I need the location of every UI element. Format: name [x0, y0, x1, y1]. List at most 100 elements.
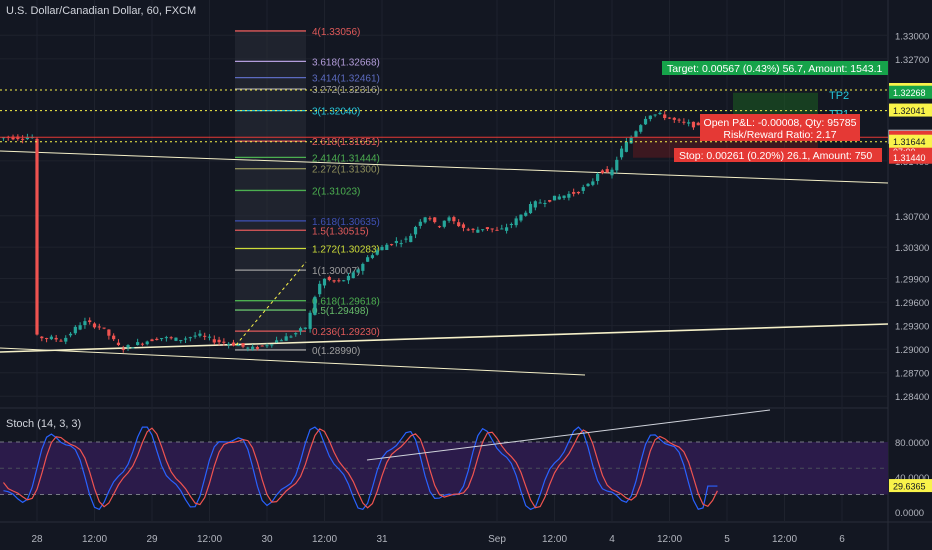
candle-body	[457, 222, 461, 227]
stochastic-label[interactable]: Stoch (14, 3, 3)	[6, 418, 82, 430]
candle-body	[193, 335, 197, 337]
fib-level-label: 1.272(1.30283)	[312, 244, 380, 255]
candle-body	[404, 238, 408, 240]
candle-body	[251, 346, 255, 350]
price-tick-label: 1.28400	[895, 392, 929, 403]
candle-body	[150, 339, 154, 342]
candle-body	[294, 333, 298, 335]
candle-body	[356, 269, 360, 273]
trend-lines[interactable]	[0, 150, 889, 376]
candle-body	[524, 212, 528, 216]
fib-level-label: 1.5(1.30515)	[312, 226, 369, 237]
candle-body	[533, 201, 537, 208]
candle-body	[366, 257, 370, 262]
time-tick-label: 29	[146, 534, 158, 545]
time-tick-label: 6	[839, 534, 845, 545]
candle-body	[687, 122, 691, 124]
candle-body	[64, 337, 68, 342]
long-position-tool[interactable]: TP2TP1Target: 0.00567 (0.43%) 56.7, Amou…	[0, 61, 888, 162]
candle-body	[246, 347, 250, 349]
fib-level-label: 2(1.31023)	[312, 186, 360, 197]
time-tick-label: 28	[31, 534, 43, 545]
price-tick-label: 1.28700	[895, 369, 929, 380]
candle-body	[131, 347, 135, 349]
price-tag	[889, 85, 932, 99]
candle-body	[313, 296, 317, 315]
candle-body	[643, 118, 648, 125]
candle-body	[112, 335, 116, 340]
candle-body	[389, 244, 394, 246]
candle-body	[21, 138, 25, 140]
candle-body	[97, 326, 101, 328]
rr-label: Risk/Reward Ratio: 2.17	[723, 129, 836, 141]
candlestick-series	[1, 110, 715, 353]
candle-body	[78, 325, 82, 330]
time-tick-label: 12:00	[657, 534, 682, 545]
price-tick-label: 1.30300	[895, 243, 929, 254]
candle-body	[442, 220, 446, 227]
candle-body	[102, 327, 106, 329]
candle-body	[572, 192, 576, 194]
candle-body	[265, 345, 269, 347]
time-tick-label: Sep	[488, 534, 506, 545]
candle-body	[509, 224, 513, 226]
symbol-title[interactable]: U.S. Dollar/Canadian Dollar, 60, FXCM	[6, 5, 197, 17]
candle-body	[471, 228, 475, 230]
candle-body	[207, 336, 212, 338]
candle-body	[567, 193, 571, 198]
trendline-support	[0, 323, 889, 353]
fib-level-label: 0.236(1.29230)	[312, 327, 380, 338]
candle-body	[203, 335, 207, 337]
candle-body	[236, 345, 240, 347]
candle-body	[528, 204, 533, 214]
candle-body	[260, 345, 264, 347]
fib-level-label: 1.618(1.30635)	[312, 217, 380, 228]
candle-body	[1, 137, 6, 139]
stop-label: Stop: 0.00261 (0.20%) 26.1, Amount: 750	[679, 150, 872, 162]
candle-body	[92, 323, 97, 328]
candle-body	[318, 283, 322, 295]
candle-body	[179, 340, 183, 342]
price-axis[interactable]: 1.330001.327001.314001.307001.303001.299…	[888, 31, 932, 519]
fibonacci-extension-tool[interactable]: 4(1.33056)3.618(1.32668)3.414(1.32461)3.…	[235, 27, 380, 357]
price-tag-label: 1.31440	[893, 153, 926, 163]
candle-body	[433, 217, 437, 223]
candle-body	[231, 342, 236, 346]
trendline-lower	[0, 347, 586, 376]
candle-body	[552, 195, 557, 201]
price-tick-label: 1.32700	[895, 55, 929, 66]
candle-body	[121, 348, 125, 350]
candle-body	[188, 337, 192, 339]
price-tag	[889, 150, 932, 164]
trendline-upper	[0, 150, 889, 184]
time-axis[interactable]: 28 12:00 29 12:00 30 12:00 31 Sep 12:00 4 12:00 5 12…	[31, 534, 845, 545]
price-tag	[889, 103, 932, 117]
candle-body	[241, 343, 245, 347]
candle-body	[73, 326, 77, 334]
candle-body	[322, 278, 327, 286]
candle-body	[40, 336, 44, 339]
candle-body	[222, 341, 226, 343]
candle-body	[270, 344, 274, 346]
candle-body	[303, 327, 307, 329]
time-tick-label: 12:00	[82, 534, 107, 545]
fib-level-label: 2.414(1.31444)	[312, 153, 380, 164]
candle-body	[174, 337, 178, 341]
candle-body	[490, 228, 494, 230]
candle-body	[485, 227, 490, 230]
candle-body	[274, 340, 279, 343]
candle-body	[548, 200, 552, 202]
fib-level-label: 4(1.33056)	[312, 27, 360, 38]
time-tick-label: 30	[261, 534, 273, 545]
target-label: Target: 0.00567 (0.43%) 56.7, Amount: 15…	[667, 63, 883, 75]
candle-body	[504, 227, 509, 231]
candle-body	[44, 338, 49, 340]
time-tick-label: 31	[376, 534, 388, 545]
candle-body	[375, 250, 379, 255]
candle-body	[198, 333, 202, 336]
pl-box	[700, 114, 860, 141]
stochastic-pane	[0, 409, 888, 511]
candle-body	[155, 338, 159, 341]
fib-anchor-line	[235, 261, 307, 346]
